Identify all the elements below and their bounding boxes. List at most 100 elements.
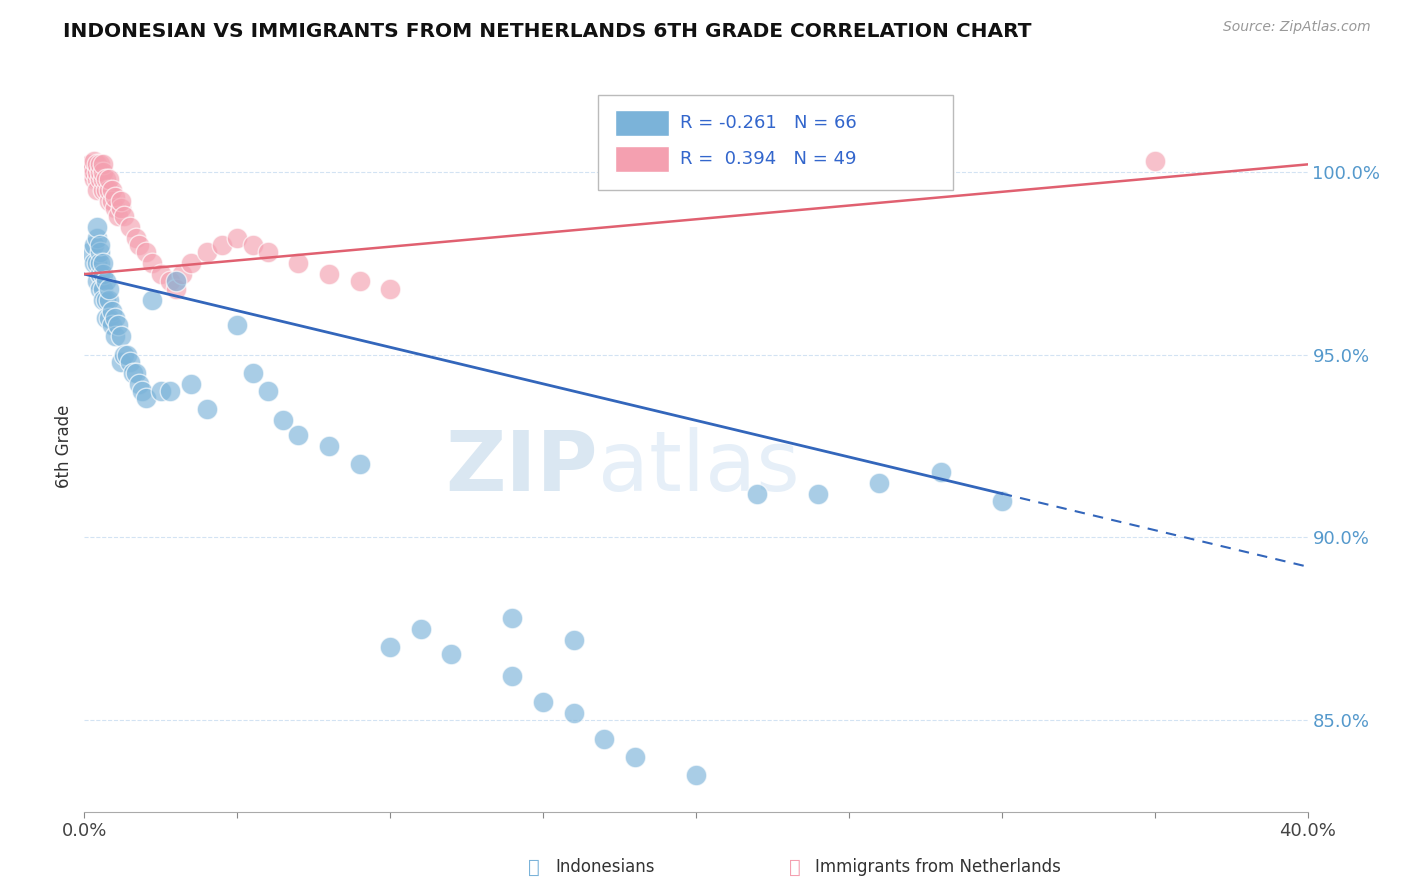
Point bbox=[125, 230, 148, 244]
Point bbox=[257, 245, 280, 260]
Point bbox=[869, 475, 891, 490]
Point bbox=[97, 194, 120, 208]
Text: Immigrants from Netherlands: Immigrants from Netherlands bbox=[815, 858, 1062, 876]
Point bbox=[107, 318, 129, 333]
Point bbox=[991, 494, 1014, 508]
FancyBboxPatch shape bbox=[616, 110, 669, 136]
Point bbox=[94, 274, 117, 288]
Point bbox=[120, 355, 142, 369]
Point bbox=[89, 267, 111, 281]
Point bbox=[122, 366, 145, 380]
Point bbox=[89, 245, 111, 260]
Point bbox=[101, 183, 124, 197]
Point bbox=[172, 267, 194, 281]
Point bbox=[86, 230, 108, 244]
Point bbox=[409, 622, 432, 636]
Point bbox=[271, 413, 294, 427]
Point bbox=[115, 348, 138, 362]
Point bbox=[135, 392, 157, 406]
Point bbox=[125, 366, 148, 380]
Point bbox=[86, 183, 108, 197]
Point bbox=[97, 282, 120, 296]
Point bbox=[94, 293, 117, 307]
Point bbox=[94, 172, 117, 186]
Point bbox=[440, 648, 463, 662]
Point bbox=[86, 219, 108, 234]
Point bbox=[929, 465, 952, 479]
Point bbox=[149, 384, 172, 399]
Point bbox=[807, 486, 830, 500]
Point bbox=[91, 183, 114, 197]
Point bbox=[104, 190, 127, 204]
Text: Indonesians: Indonesians bbox=[555, 858, 655, 876]
Point bbox=[97, 293, 120, 307]
Point bbox=[502, 611, 524, 625]
Point bbox=[131, 384, 153, 399]
Point bbox=[257, 384, 280, 399]
Point bbox=[380, 640, 402, 655]
Point bbox=[79, 157, 101, 171]
Point bbox=[141, 256, 163, 270]
Text: R = -0.261   N = 66: R = -0.261 N = 66 bbox=[681, 113, 856, 132]
Point bbox=[685, 768, 707, 782]
Point bbox=[97, 311, 120, 326]
Point bbox=[79, 164, 101, 178]
Point bbox=[226, 230, 249, 244]
Point bbox=[318, 267, 340, 281]
Point bbox=[101, 318, 124, 333]
Point bbox=[94, 183, 117, 197]
Point bbox=[112, 348, 135, 362]
Point bbox=[226, 318, 249, 333]
Point bbox=[91, 293, 114, 307]
Point bbox=[531, 695, 554, 709]
Point bbox=[89, 172, 111, 186]
Point bbox=[89, 157, 111, 171]
Point bbox=[91, 164, 114, 178]
Point bbox=[211, 238, 233, 252]
Point bbox=[83, 172, 105, 186]
Point bbox=[128, 238, 150, 252]
Point bbox=[83, 238, 105, 252]
Point bbox=[159, 384, 181, 399]
Point bbox=[747, 486, 769, 500]
Point bbox=[86, 274, 108, 288]
Point bbox=[165, 274, 187, 288]
Text: ⬛: ⬛ bbox=[529, 857, 540, 877]
Text: INDONESIAN VS IMMIGRANTS FROM NETHERLANDS 6TH GRADE CORRELATION CHART: INDONESIAN VS IMMIGRANTS FROM NETHERLAND… bbox=[63, 22, 1032, 41]
Point bbox=[562, 632, 585, 647]
Point bbox=[349, 458, 371, 472]
Point bbox=[318, 439, 340, 453]
Point bbox=[91, 172, 114, 186]
Point bbox=[624, 749, 647, 764]
Point bbox=[242, 366, 264, 380]
Point bbox=[83, 164, 105, 178]
Point bbox=[110, 194, 132, 208]
Point bbox=[287, 256, 309, 270]
FancyBboxPatch shape bbox=[616, 146, 669, 172]
Text: ZIP: ZIP bbox=[446, 427, 598, 508]
Point bbox=[380, 282, 402, 296]
Point bbox=[128, 376, 150, 391]
Point bbox=[83, 153, 105, 168]
Point bbox=[112, 209, 135, 223]
Point bbox=[104, 311, 127, 326]
Point bbox=[110, 202, 132, 216]
Point bbox=[141, 293, 163, 307]
Point bbox=[287, 428, 309, 442]
Point bbox=[89, 238, 111, 252]
Point bbox=[101, 194, 124, 208]
Point bbox=[593, 731, 616, 746]
Point bbox=[97, 183, 120, 197]
Point bbox=[86, 256, 108, 270]
Point bbox=[110, 355, 132, 369]
Point bbox=[101, 303, 124, 318]
Point bbox=[91, 157, 114, 171]
Y-axis label: 6th Grade: 6th Grade bbox=[55, 404, 73, 488]
Point bbox=[104, 202, 127, 216]
Point bbox=[562, 706, 585, 720]
Point bbox=[149, 267, 172, 281]
Point bbox=[180, 256, 202, 270]
Point bbox=[195, 245, 218, 260]
Point bbox=[94, 311, 117, 326]
Point bbox=[502, 669, 524, 683]
